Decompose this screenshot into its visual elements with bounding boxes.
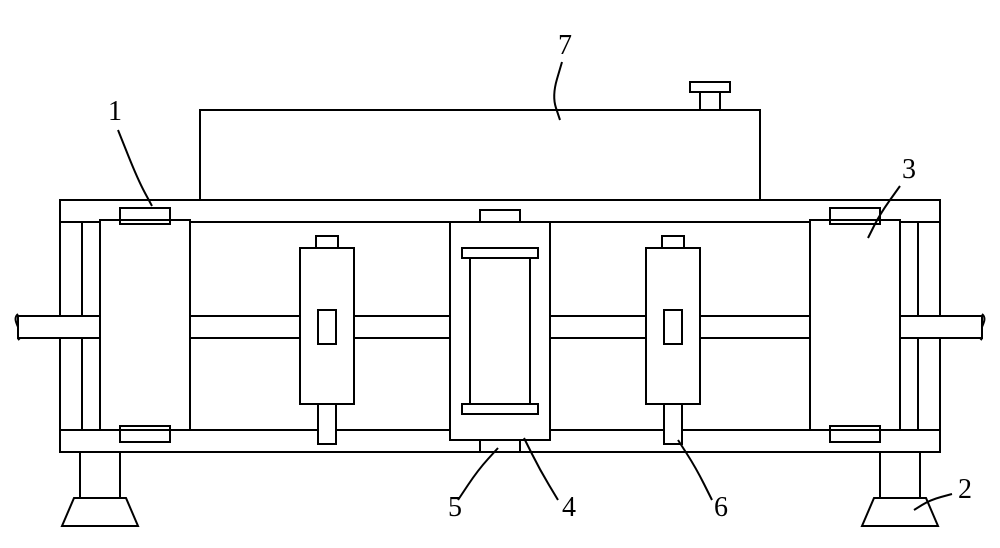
label-2: 2 <box>958 474 972 505</box>
label-4: 4 <box>562 492 576 523</box>
label-6: 6 <box>714 492 728 523</box>
label-3: 3 <box>902 154 916 185</box>
label-7: 7 <box>558 30 572 61</box>
label-1: 1 <box>108 96 122 127</box>
label-5: 5 <box>448 492 462 523</box>
